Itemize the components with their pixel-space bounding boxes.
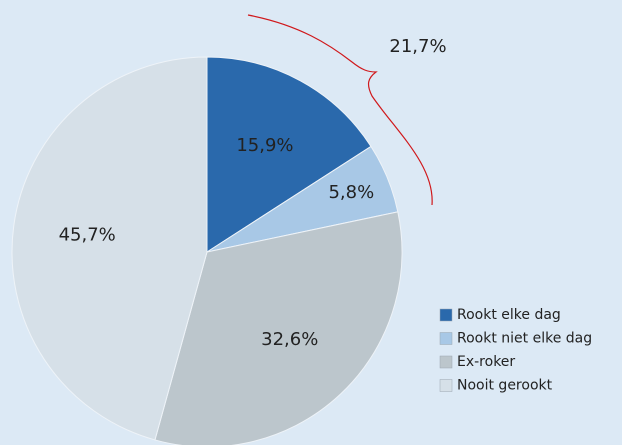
annotation: 21,7%	[389, 36, 446, 57]
legend-label: Ex-roker	[457, 354, 515, 370]
brace-annotation	[247, 14, 433, 206]
pie-slice	[11, 56, 208, 441]
legend-swatch	[439, 308, 453, 322]
data-label: 5,8%	[328, 182, 374, 203]
legend-swatch	[439, 355, 453, 369]
data-label: 45,7%	[59, 225, 116, 246]
legend-label: Rookt elke dag	[457, 307, 561, 323]
legend-label: Nooit gerookt	[457, 378, 553, 394]
pie-slice	[206, 56, 372, 253]
data-label: 32,6%	[261, 329, 318, 350]
legend-swatch	[439, 332, 453, 345]
data-label: 15,9%	[236, 135, 293, 156]
legend-label: Rookt niet elke dag	[457, 331, 592, 347]
pie-slice	[154, 211, 403, 445]
legend-swatch	[439, 379, 453, 392]
